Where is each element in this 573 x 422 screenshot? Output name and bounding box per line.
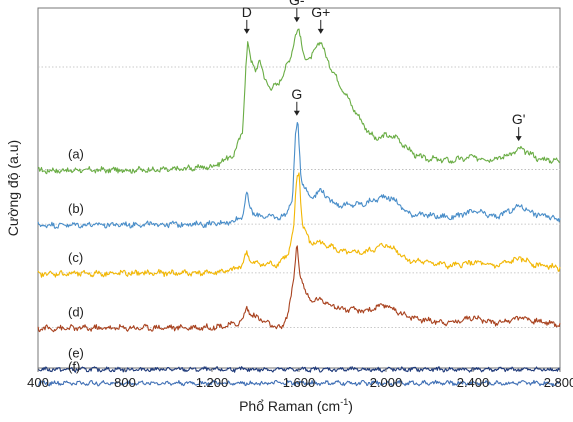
plot-frame [37,7,561,369]
series-label-c: (c) [68,250,83,265]
x-axis-title-suffix: ) [348,398,353,414]
annotation-arrowhead-G-2 [317,28,324,34]
series-line-d [37,245,561,333]
x-tick-label-6: 2.800 [544,375,573,390]
x-tick-label-5: 2.400 [457,375,490,390]
x-tick-label-0: 400 [27,375,49,390]
annotation-label-G-2: G+ [311,4,330,20]
x-axis-title: Phổ Raman (cm-1) [239,397,353,414]
x-tick-label-4: 2.000 [370,375,403,390]
annotation-arrowhead-D-0 [243,28,250,34]
x-tick-label-1: 800 [114,375,136,390]
series-label-f: (f) [68,359,80,374]
y-axis-title: Cường độ (a.u) [5,140,21,236]
series-label-b: (b) [68,201,84,216]
series-label-a: (a) [68,147,84,162]
series-label-e: (e) [68,345,84,360]
x-tick-label-3: 1.600 [283,375,316,390]
annotation-label-D-0: D [242,4,252,20]
annotation-label-G-1: G- [289,0,305,8]
series-label-layer: (a) (b) (c) (d) (e)(f) [68,147,84,375]
series-line-f [37,379,561,387]
annotation-arrowhead-G-3 [293,110,300,116]
grid-layer [38,66,560,328]
annotation-arrowhead-G-4 [515,136,522,142]
annotation-label-G-3: G [291,86,302,102]
x-tick-label-2: 1.200 [196,375,229,390]
x-axis-title-superscript: -1 [340,397,348,407]
series-label-d: (d) [68,305,84,320]
annotation-label-G-4: G' [512,111,526,127]
annotation-layer: D G- G+ G G' [242,0,526,142]
annotation-arrowhead-G-1 [293,17,300,23]
series-line-c [37,172,561,278]
series-layer [37,28,561,387]
x-tick-layer: 400 800 1.200 1.600 2.000 2.400 2.800 [27,368,573,390]
series-line-a [37,28,561,175]
series-line-b [37,121,561,229]
